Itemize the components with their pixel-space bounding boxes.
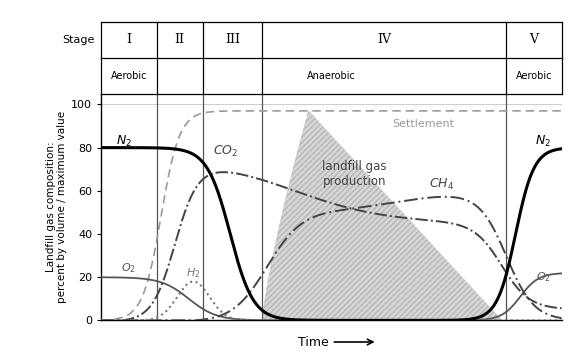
Text: $O_2$: $O_2$ [122, 262, 137, 275]
Text: $CH_4$: $CH_4$ [430, 177, 455, 192]
Text: IV: IV [378, 33, 391, 46]
Text: I: I [126, 33, 131, 46]
Text: Aerobic: Aerobic [516, 71, 552, 81]
Y-axis label: Landfill gas composition:
percent by volume / maximum value: Landfill gas composition: percent by vol… [46, 111, 67, 303]
Text: landfill gas
production: landfill gas production [323, 159, 387, 188]
Text: Aerobic: Aerobic [111, 71, 147, 81]
Text: $H_2$: $H_2$ [186, 266, 201, 280]
Text: Stage: Stage [62, 35, 94, 45]
Text: $CO_2$: $CO_2$ [213, 144, 238, 159]
Text: V: V [530, 33, 538, 46]
Text: $O_2$: $O_2$ [536, 270, 551, 284]
Text: Time: Time [298, 336, 328, 348]
Text: Anaerobic: Anaerobic [307, 71, 356, 81]
Text: Settlement: Settlement [393, 119, 455, 129]
Text: II: II [175, 33, 185, 46]
Text: III: III [225, 33, 240, 46]
Text: $N_2$: $N_2$ [116, 134, 133, 149]
Text: $N_2$: $N_2$ [535, 134, 551, 149]
